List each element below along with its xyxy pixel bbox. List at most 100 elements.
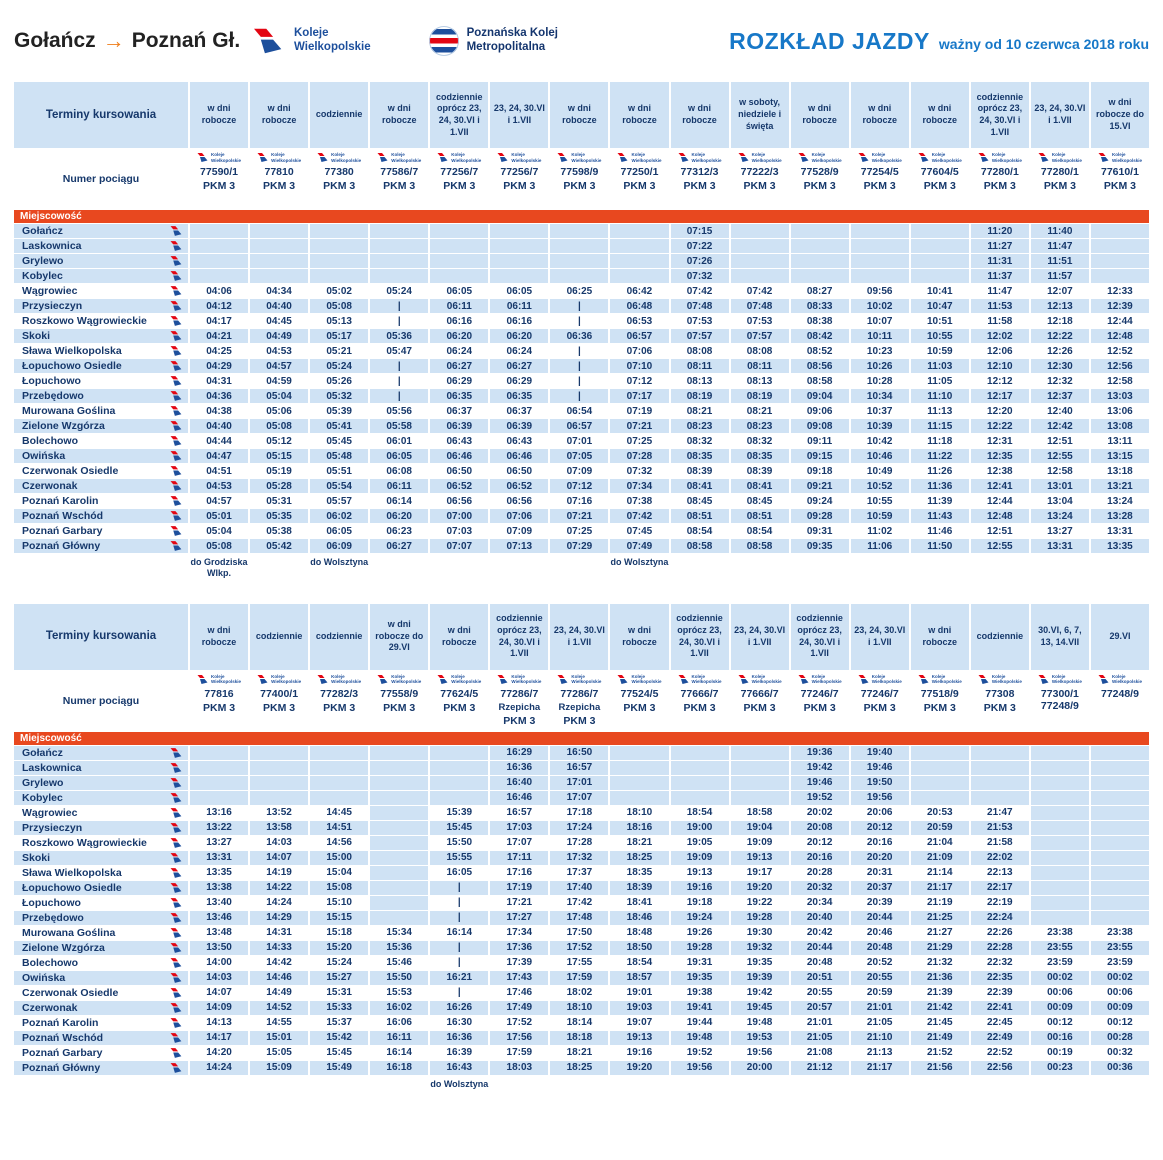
time-cell: 12:02: [970, 329, 1029, 343]
kw-mini-logo: Koleje Wielkopolskie: [1038, 151, 1082, 164]
time-cell: 20:12: [790, 835, 849, 850]
time-cell: 08:38: [790, 314, 849, 328]
time-cell: 19:36: [790, 745, 849, 760]
kw-mini-logo: Koleje Wielkopolskie: [738, 151, 782, 164]
train-number: 77816: [204, 687, 234, 700]
time-cell: 17:56: [490, 1030, 549, 1045]
time-cell: [910, 790, 969, 805]
time-cell: 08:54: [670, 524, 729, 538]
time-cell: [430, 224, 489, 238]
time-cell: 06:11: [370, 479, 429, 493]
time-cell: 05:28: [250, 479, 309, 493]
time-cell: 12:52: [1090, 344, 1149, 358]
time-cell: [910, 775, 969, 790]
station-name: Murowana Goślina: [14, 404, 188, 418]
time-cell: 07:15: [670, 224, 729, 238]
time-cell: 11:10: [910, 389, 969, 403]
time-cell: [790, 269, 849, 283]
time-cell: 20:12: [850, 820, 909, 835]
time-cell: 19:40: [850, 745, 909, 760]
time-cell: 10:55: [910, 329, 969, 343]
kw-mini-logo-text: Koleje Wielkopolskie: [991, 152, 1022, 163]
time-cell: 22:19: [970, 895, 1029, 910]
train-brand: PKM 3: [563, 714, 596, 727]
time-cell: 15:24: [310, 955, 369, 970]
time-cell: 21:10: [850, 1030, 909, 1045]
kw-mini-logo: Koleje Wielkopolskie: [978, 151, 1022, 164]
station-name: Wągrowiec: [14, 805, 188, 820]
train-header-col13: Koleje Wielkopolskie 77604/5 PKM 3: [910, 149, 969, 209]
time-cell: |: [370, 374, 429, 388]
kw-chevron-icon: [170, 511, 182, 521]
time-cell: 14:24: [190, 1060, 249, 1075]
time-cell: 07:13: [490, 539, 549, 553]
time-cell: 19:28: [670, 940, 729, 955]
kw-chevron-icon: [170, 912, 182, 923]
time-cell: 13:38: [190, 880, 249, 895]
time-cell: [1090, 805, 1149, 820]
footnote: [490, 1075, 549, 1090]
time-cell: 07:22: [670, 239, 729, 253]
time-cell: 12:07: [1030, 284, 1089, 298]
time-cell: 22:52: [970, 1045, 1029, 1060]
time-cell: [970, 745, 1029, 760]
time-cell: 13:27: [190, 835, 249, 850]
footnote: [370, 554, 429, 580]
train-header-col6: Koleje Wielkopolskie 77256/7 PKM 3: [490, 149, 549, 209]
kw-mini-logo-text: Koleje Wielkopolskie: [271, 152, 302, 163]
station-name: Roszkowo Wągrowieckie: [14, 835, 188, 850]
train-brand: PKM 3: [923, 180, 956, 193]
train-header-col11: Koleje Wielkopolskie 77246/7 PKM 3: [790, 670, 849, 731]
train-header-col11: Koleje Wielkopolskie 77528/9 PKM 3: [790, 149, 849, 209]
train-brand: PKM 3: [983, 701, 1016, 714]
time-cell: 11:51: [1030, 254, 1089, 268]
time-cell: 19:35: [670, 970, 729, 985]
schedule-header-col13: w dni robocze: [910, 82, 969, 148]
time-cell: 08:41: [670, 479, 729, 493]
kw-logo: Koleje Wielkopolskie: [252, 26, 371, 56]
time-cell: 15:10: [310, 895, 369, 910]
station-name: Skoki: [14, 329, 188, 343]
time-cell: [370, 254, 429, 268]
footnote: [550, 1075, 609, 1090]
time-cell: 21:27: [910, 925, 969, 940]
kw-chevron-icon: [437, 674, 448, 684]
train-header-col5: Koleje Wielkopolskie 77256/7 PKM 3: [430, 149, 489, 209]
time-cell: 19:45: [730, 1000, 789, 1015]
time-cell: [1030, 910, 1089, 925]
time-cell: [730, 224, 789, 238]
time-cell: 18:58: [730, 805, 789, 820]
time-cell: 05:01: [190, 509, 249, 523]
time-cell: 11:46: [910, 524, 969, 538]
kw-chevron-icon: [170, 406, 182, 416]
footnote: [970, 1075, 1029, 1090]
time-cell: 17:28: [550, 835, 609, 850]
time-cell: 05:47: [370, 344, 429, 358]
schedule-header-col7: w dni robocze: [550, 82, 609, 148]
time-cell: 06:35: [490, 389, 549, 403]
time-cell: 13:35: [1090, 539, 1149, 553]
time-cell: [1090, 850, 1149, 865]
time-cell: 14:56: [310, 835, 369, 850]
time-cell: 18:18: [550, 1030, 609, 1045]
time-cell: [1090, 254, 1149, 268]
time-cell: 12:18: [1030, 314, 1089, 328]
time-cell: [610, 224, 669, 238]
time-cell: 12:13: [1030, 299, 1089, 313]
kw-mini-logo-text: Koleje Wielkopolskie: [811, 673, 842, 684]
time-cell: 05:24: [310, 359, 369, 373]
time-cell: 15:04: [310, 865, 369, 880]
train-header-col8: Koleje Wielkopolskie 77524/5 PKM 3: [610, 670, 669, 731]
time-cell: [1090, 269, 1149, 283]
kw-chevron-icon: [170, 1017, 182, 1028]
schedule-header-col4: w dni robocze: [370, 82, 429, 148]
kw-chevron-icon: [170, 391, 182, 401]
schedule-header-col6: codziennie oprócz 23, 24, 30.VI i 1.VII: [490, 603, 549, 670]
time-cell: 21:01: [850, 1000, 909, 1015]
time-cell: 06:37: [430, 404, 489, 418]
kw-chevron-icon: [617, 674, 628, 684]
kw-chevron-icon: [170, 747, 182, 758]
train-brand: PKM 3: [683, 701, 716, 714]
station-name: Kobylec: [14, 269, 188, 283]
time-cell: 07:25: [550, 524, 609, 538]
